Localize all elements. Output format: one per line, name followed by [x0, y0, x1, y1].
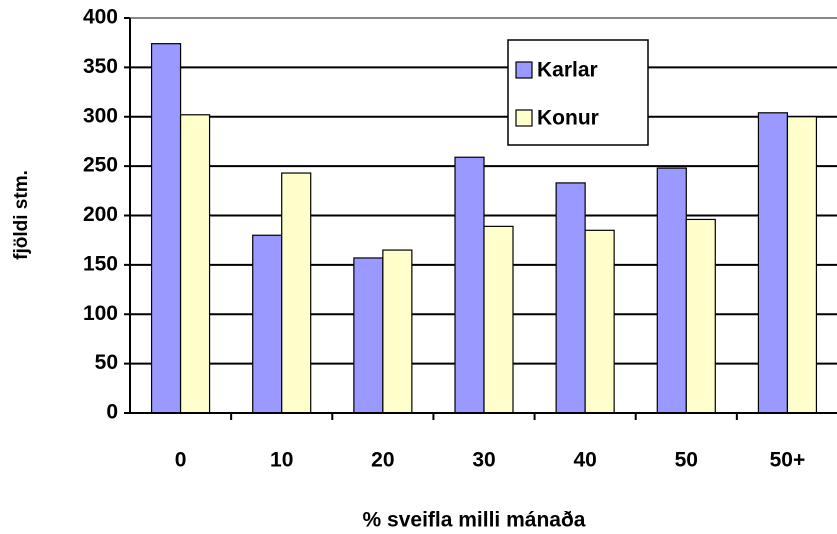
y-tick-label: 250 — [83, 154, 118, 177]
bar — [685, 218, 716, 414]
y-tick-label: 300 — [83, 104, 118, 127]
x-tick-label: 20 — [371, 449, 394, 472]
x-tick-label: 50+ — [770, 449, 806, 472]
x-tick-label: 50 — [675, 449, 698, 472]
x-tick-label: 0 — [175, 449, 187, 472]
legend: Karlar Konur — [507, 39, 649, 146]
bar — [454, 156, 485, 414]
bar — [252, 234, 283, 414]
legend-swatch — [515, 109, 533, 127]
bar — [786, 116, 818, 414]
y-tick-label: 150 — [83, 252, 118, 275]
y-tick-label: 350 — [83, 55, 118, 78]
x-axis-title: % sveifla milli mánaða — [363, 509, 586, 532]
x-tick-label: 10 — [270, 449, 293, 472]
bar — [555, 182, 586, 414]
y-tick-label: 100 — [83, 302, 118, 325]
legend-label: Karlar — [537, 59, 598, 82]
y-tick-label: 0 — [106, 401, 118, 424]
bar — [584, 229, 615, 414]
y-tick-label: 50 — [95, 351, 118, 374]
x-tick-label: 30 — [472, 449, 495, 472]
y-tick-label: 400 — [83, 6, 118, 29]
bar — [382, 249, 413, 414]
bar — [150, 43, 182, 414]
y-tick-label: 200 — [83, 203, 118, 226]
legend-swatch — [515, 61, 533, 79]
bar — [656, 167, 687, 414]
bar — [353, 257, 384, 414]
bar — [757, 112, 789, 414]
bar — [483, 225, 514, 414]
bar — [281, 172, 312, 414]
bar — [179, 114, 211, 414]
x-tick-label: 40 — [573, 449, 596, 472]
y-axis-title: fjöldi stm. — [11, 170, 32, 260]
legend-box — [507, 39, 649, 146]
legend-label: Konur — [537, 107, 599, 130]
